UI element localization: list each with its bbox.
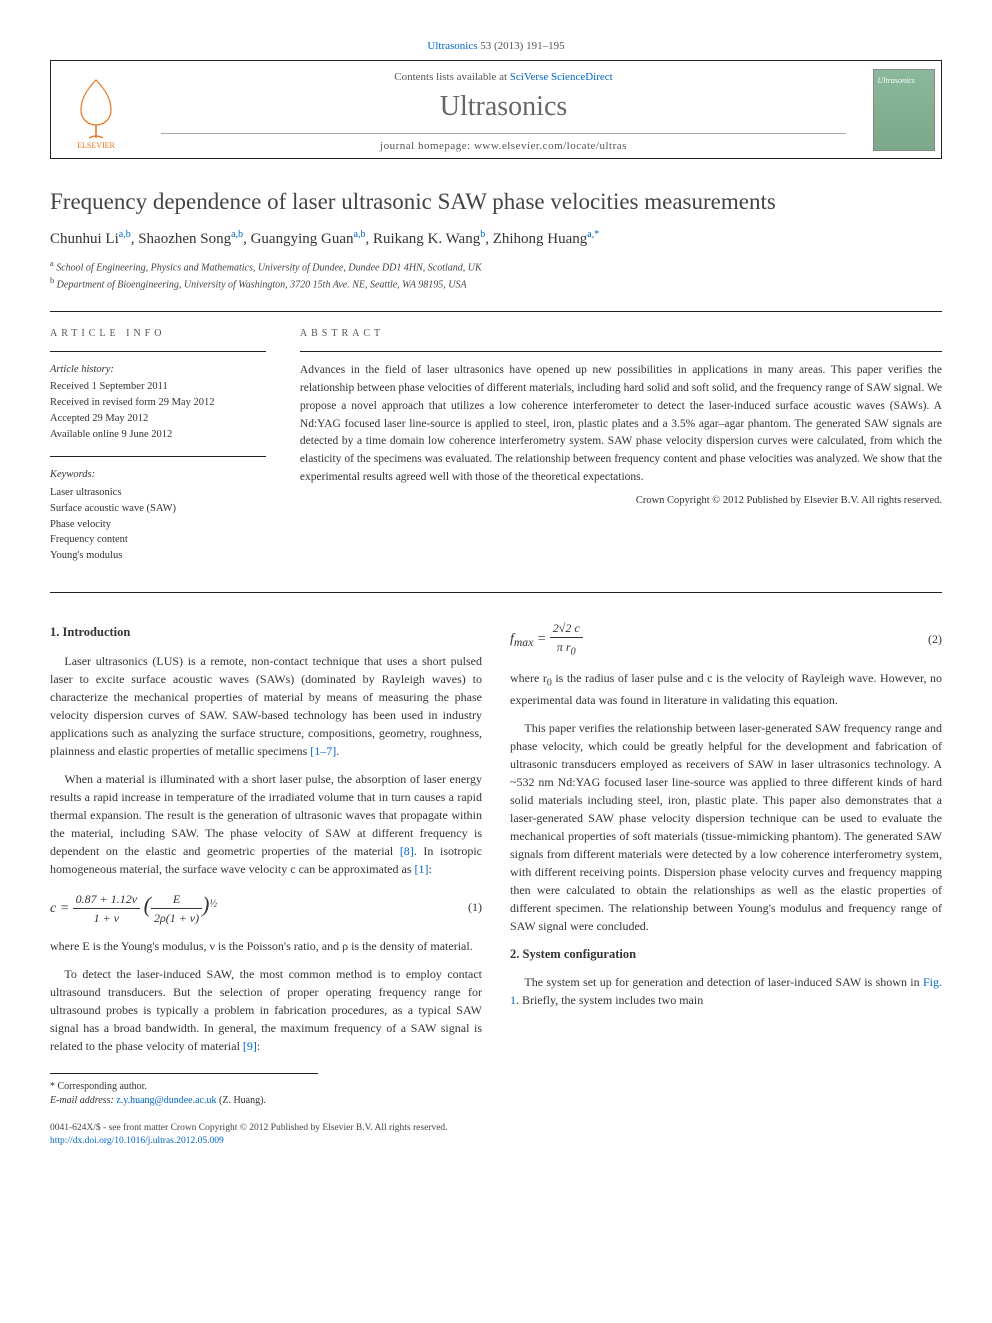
intro-para-4: This paper verifies the relationship bet… xyxy=(510,719,942,935)
email-author: (Z. Huang). xyxy=(219,1095,266,1106)
author-1-aff[interactable]: a,b xyxy=(231,229,243,240)
citation-ref: 53 (2013) 191–195 xyxy=(480,40,564,52)
doi-prefix-link[interactable]: http://dx.doi.org/ xyxy=(50,1136,114,1146)
svg-text:ELSEVIER: ELSEVIER xyxy=(77,141,115,150)
sciencedirect-link[interactable]: SciVerse ScienceDirect xyxy=(510,71,613,83)
info-abstract-row: ARTICLE INFO Article history: Received 1… xyxy=(50,311,942,593)
journal-name: Ultrasonics xyxy=(141,91,866,123)
author-1: Shaozhen Songa,b xyxy=(138,231,243,247)
body-columns: 1. Introduction Laser ultrasonics (LUS) … xyxy=(50,619,942,1055)
article-info-label: ARTICLE INFO xyxy=(50,326,266,341)
aff-mark-a: a xyxy=(50,259,54,268)
ref-1-7[interactable]: [1–7] xyxy=(310,744,336,758)
footnote-separator xyxy=(50,1073,318,1074)
author-0-aff[interactable]: a,b xyxy=(119,229,131,240)
keyword-1: Surface acoustic wave (SAW) xyxy=(50,501,266,517)
keyword-4: Young's modulus xyxy=(50,548,266,564)
keywords-block: Keywords: Laser ultrasonics Surface acou… xyxy=(50,467,266,564)
author-4: Zhihong Huanga,* xyxy=(493,231,600,247)
author-4-aff[interactable]: a,* xyxy=(587,229,599,240)
author-list: Chunhui Lia,b, Shaozhen Songa,b, Guangyi… xyxy=(50,229,942,248)
email-label: E-mail address: xyxy=(50,1095,116,1106)
abstract-copyright: Crown Copyright © 2012 Published by Else… xyxy=(300,493,942,509)
history-revised: Received in revised form 29 May 2012 xyxy=(50,395,266,411)
config-para-1: The system set up for generation and det… xyxy=(510,973,942,1009)
cover-cell xyxy=(866,61,941,158)
abstract-label: ABSTRACT xyxy=(300,326,942,342)
contents-line: Contents lists available at SciVerse Sci… xyxy=(141,71,866,83)
affiliations: a School of Engineering, Physics and Mat… xyxy=(50,258,942,293)
aff-mark-b: b xyxy=(50,276,54,285)
intro-para-1: Laser ultrasonics (LUS) is a remote, non… xyxy=(50,652,482,760)
equation-2: fmax = 2√2 cπ r0 (2) xyxy=(510,619,942,659)
citation-journal-link[interactable]: Ultrasonics xyxy=(427,40,477,52)
author-2-aff[interactable]: a,b xyxy=(354,229,366,240)
issn-line: 0041-624X/$ - see front matter Crown Cop… xyxy=(50,1122,942,1135)
contents-prefix: Contents lists available at xyxy=(394,71,509,83)
equation-1-number: (1) xyxy=(452,898,482,916)
corr-author-label: * Corresponding author. xyxy=(50,1080,942,1094)
article-info-col: ARTICLE INFO Article history: Received 1… xyxy=(50,312,282,592)
journal-header: ELSEVIER Contents lists available at Sci… xyxy=(50,60,942,159)
ref-9[interactable]: [9] xyxy=(243,1039,257,1053)
article-title: Frequency dependence of laser ultrasonic… xyxy=(50,189,942,215)
aff-text-a: School of Engineering, Physics and Mathe… xyxy=(56,262,481,273)
history-online: Available online 9 June 2012 xyxy=(50,427,266,443)
ref-8[interactable]: [8] xyxy=(400,844,414,858)
abstract-col: ABSTRACT Advances in the field of laser … xyxy=(282,312,942,592)
corresponding-author-footnote: * Corresponding author. E-mail address: … xyxy=(50,1080,942,1108)
homepage-line: journal homepage: www.elsevier.com/locat… xyxy=(161,133,846,152)
history-accepted: Accepted 29 May 2012 xyxy=(50,411,266,427)
keyword-0: Laser ultrasonics xyxy=(50,485,266,501)
history-received: Received 1 September 2011 xyxy=(50,379,266,395)
homepage-label: journal homepage: xyxy=(380,140,474,152)
email-link[interactable]: z.y.huang@dundee.ac.uk xyxy=(116,1095,216,1106)
equation-2-number: (2) xyxy=(912,630,942,648)
journal-cover-thumbnail xyxy=(873,69,935,151)
intro-para-2: When a material is illuminated with a sh… xyxy=(50,770,482,878)
eq1-where: where E is the Young's modulus, ν is the… xyxy=(50,937,482,955)
section-1-heading: 1. Introduction xyxy=(50,623,482,642)
keywords-heading: Keywords: xyxy=(50,467,266,483)
abstract-text: Advances in the field of laser ultrasoni… xyxy=(300,362,942,487)
history-heading: Article history: xyxy=(50,362,266,378)
elsevier-tree-logo: ELSEVIER xyxy=(61,70,131,150)
keyword-3: Frequency content xyxy=(50,532,266,548)
bottom-meta: 0041-624X/$ - see front matter Crown Cop… xyxy=(50,1122,942,1149)
author-3: Ruikang K. Wangb xyxy=(373,231,485,247)
citation-line: Ultrasonics 53 (2013) 191–195 xyxy=(50,40,942,52)
article-history: Article history: Received 1 September 20… xyxy=(50,362,266,443)
author-3-aff[interactable]: b xyxy=(480,229,485,240)
homepage-url: www.elsevier.com/locate/ultras xyxy=(474,140,627,152)
keyword-2: Phase velocity xyxy=(50,517,266,533)
author-2: Guangying Guana,b xyxy=(251,231,366,247)
publisher-logo-cell: ELSEVIER xyxy=(51,61,141,158)
section-2-heading: 2. System configuration xyxy=(510,945,942,964)
eq2-where: where r0 is the radius of laser pulse an… xyxy=(510,669,942,708)
intro-para-3a: To detect the laser-induced SAW, the mos… xyxy=(50,965,482,1055)
aff-text-b: Department of Bioengineering, University… xyxy=(57,280,467,291)
author-0: Chunhui Lia,b xyxy=(50,231,131,247)
ref-1[interactable]: [1] xyxy=(415,862,429,876)
equation-1: c = 0.87 + 1.12ν1 + ν (E2ρ(1 + ν))½ (1) xyxy=(50,888,482,927)
doi-link[interactable]: 10.1016/j.ultras.2012.05.009 xyxy=(114,1136,224,1146)
